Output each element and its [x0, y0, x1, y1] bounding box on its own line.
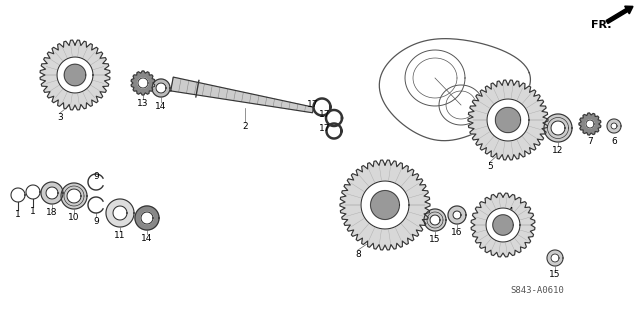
- Polygon shape: [67, 189, 81, 203]
- Polygon shape: [551, 254, 559, 262]
- Text: 6: 6: [611, 137, 617, 146]
- Text: 10: 10: [68, 213, 80, 222]
- Polygon shape: [453, 211, 461, 219]
- Text: S843-A0610: S843-A0610: [510, 286, 564, 295]
- Text: 16: 16: [451, 228, 463, 237]
- Text: 12: 12: [552, 146, 564, 155]
- Polygon shape: [138, 78, 148, 88]
- Text: 14: 14: [156, 102, 166, 111]
- Polygon shape: [551, 121, 565, 135]
- Polygon shape: [106, 199, 134, 227]
- Polygon shape: [430, 215, 440, 225]
- FancyArrow shape: [606, 6, 633, 24]
- Text: 17: 17: [319, 124, 331, 133]
- Text: 2: 2: [242, 122, 248, 131]
- Polygon shape: [611, 123, 617, 129]
- Polygon shape: [61, 183, 87, 209]
- Text: FR.: FR.: [591, 20, 611, 30]
- Polygon shape: [607, 119, 621, 133]
- Polygon shape: [361, 181, 409, 229]
- Text: 1: 1: [15, 210, 21, 219]
- Text: 15: 15: [429, 235, 441, 244]
- Text: 9: 9: [93, 172, 99, 181]
- Polygon shape: [579, 113, 601, 135]
- Polygon shape: [424, 209, 446, 231]
- Text: 7: 7: [587, 137, 593, 146]
- Text: 13: 13: [137, 99, 148, 108]
- Polygon shape: [493, 215, 513, 235]
- Text: 17: 17: [307, 100, 319, 109]
- Polygon shape: [64, 64, 86, 86]
- Polygon shape: [586, 120, 594, 128]
- Text: 18: 18: [46, 208, 58, 217]
- Text: 5: 5: [487, 162, 493, 171]
- Polygon shape: [495, 108, 520, 133]
- Polygon shape: [486, 208, 520, 242]
- Polygon shape: [468, 80, 548, 160]
- Polygon shape: [46, 187, 58, 199]
- Text: 14: 14: [141, 234, 153, 243]
- Text: 17: 17: [319, 110, 331, 119]
- Polygon shape: [156, 83, 166, 93]
- Polygon shape: [547, 250, 563, 266]
- Text: 8: 8: [355, 250, 361, 259]
- Polygon shape: [135, 206, 159, 230]
- Polygon shape: [113, 206, 127, 220]
- Polygon shape: [487, 99, 529, 141]
- Polygon shape: [544, 114, 572, 142]
- Text: 9: 9: [93, 217, 99, 226]
- Polygon shape: [131, 71, 155, 95]
- Polygon shape: [40, 40, 110, 110]
- Polygon shape: [141, 212, 153, 224]
- Polygon shape: [57, 57, 93, 93]
- Polygon shape: [152, 79, 170, 97]
- Text: 3: 3: [57, 113, 63, 122]
- Polygon shape: [340, 160, 430, 250]
- Polygon shape: [171, 77, 314, 113]
- Text: 11: 11: [115, 231, 125, 240]
- Polygon shape: [371, 190, 399, 219]
- Polygon shape: [448, 206, 466, 224]
- Text: 4: 4: [507, 207, 513, 216]
- Polygon shape: [471, 193, 535, 257]
- Polygon shape: [41, 182, 63, 204]
- Text: 15: 15: [549, 270, 561, 279]
- Text: 1: 1: [30, 207, 36, 216]
